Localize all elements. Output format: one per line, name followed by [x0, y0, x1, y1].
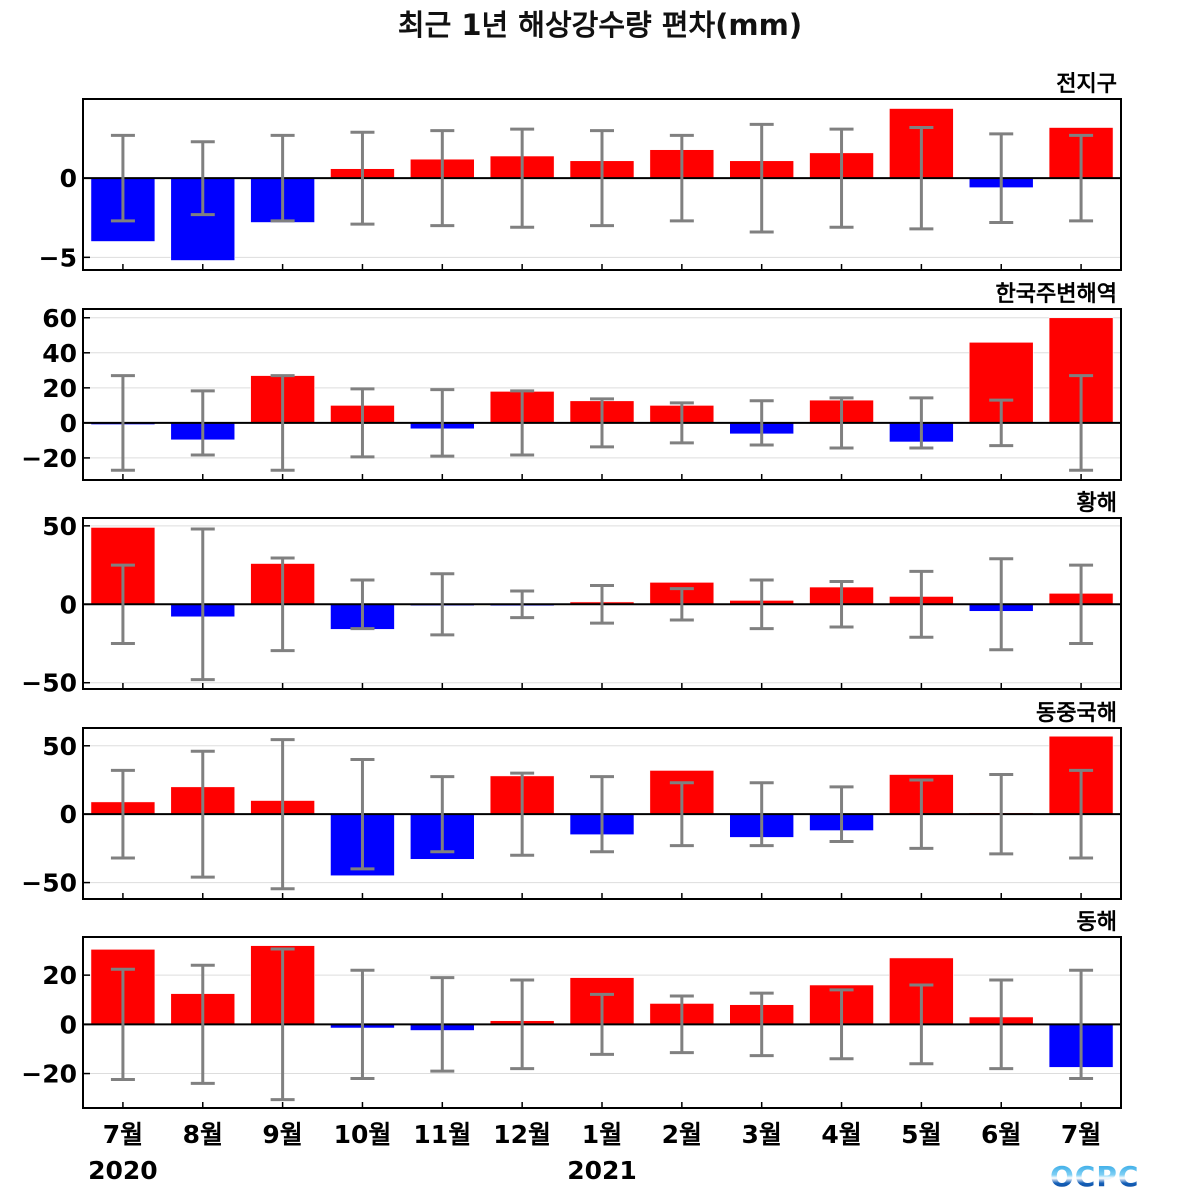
x-tick-label: 11월	[413, 1120, 471, 1149]
panel-title: 한국주변해역	[996, 282, 1117, 307]
y-tick-label: 50	[42, 512, 77, 541]
x-tick-label: 1월	[582, 1120, 622, 1149]
x-tick-label: 3월	[741, 1120, 781, 1149]
y-tick-label: −5	[39, 243, 77, 272]
y-tick-label: −20	[21, 1060, 77, 1089]
panel-frame	[82, 98, 1122, 271]
year-label: 2020	[88, 1156, 158, 1185]
x-tick-label: 9월	[262, 1120, 302, 1149]
x-tick-label: 7월	[1061, 1120, 1101, 1149]
panel-title: 전지구	[1056, 72, 1117, 97]
x-tick-label: 10월	[334, 1120, 392, 1149]
x-tick-label: 2월	[662, 1120, 702, 1149]
y-tick-label: 0	[60, 409, 77, 438]
y-tick-label: 0	[60, 590, 77, 619]
y-tick-label: −20	[21, 444, 77, 473]
x-tick-label: 5월	[901, 1120, 941, 1149]
panel-frame	[82, 308, 1122, 481]
x-tick-label: 8월	[183, 1120, 223, 1149]
y-tick-label: −50	[21, 869, 77, 898]
y-tick-label: 60	[42, 304, 77, 333]
panel-frame	[82, 517, 1122, 690]
panel-title: 동해	[1077, 910, 1117, 935]
y-tick-label: −50	[21, 669, 77, 698]
x-tick-label: 7월	[103, 1120, 143, 1149]
chart-title: 최근 1년 해상강수량 편차(mm)	[397, 8, 803, 42]
y-tick-label: 20	[42, 961, 77, 990]
y-tick-label: 40	[42, 339, 77, 368]
x-tick-label: 6월	[981, 1120, 1021, 1149]
y-tick-label: 0	[60, 1010, 77, 1039]
y-tick-label: 50	[42, 732, 77, 761]
panel-title: 황해	[1077, 491, 1117, 516]
y-tick-label: 20	[42, 374, 77, 403]
panel-frame	[82, 936, 1122, 1109]
panel-title: 동중국해	[1036, 701, 1117, 726]
year-label: 2021	[567, 1156, 637, 1185]
x-tick-label: 4월	[821, 1120, 861, 1149]
y-tick-label: 0	[60, 164, 77, 193]
ocpc-logo: OCPC	[1050, 1160, 1140, 1193]
x-tick-label: 12월	[493, 1120, 551, 1149]
y-tick-label: 0	[60, 800, 77, 829]
panel-frame	[82, 727, 1122, 900]
